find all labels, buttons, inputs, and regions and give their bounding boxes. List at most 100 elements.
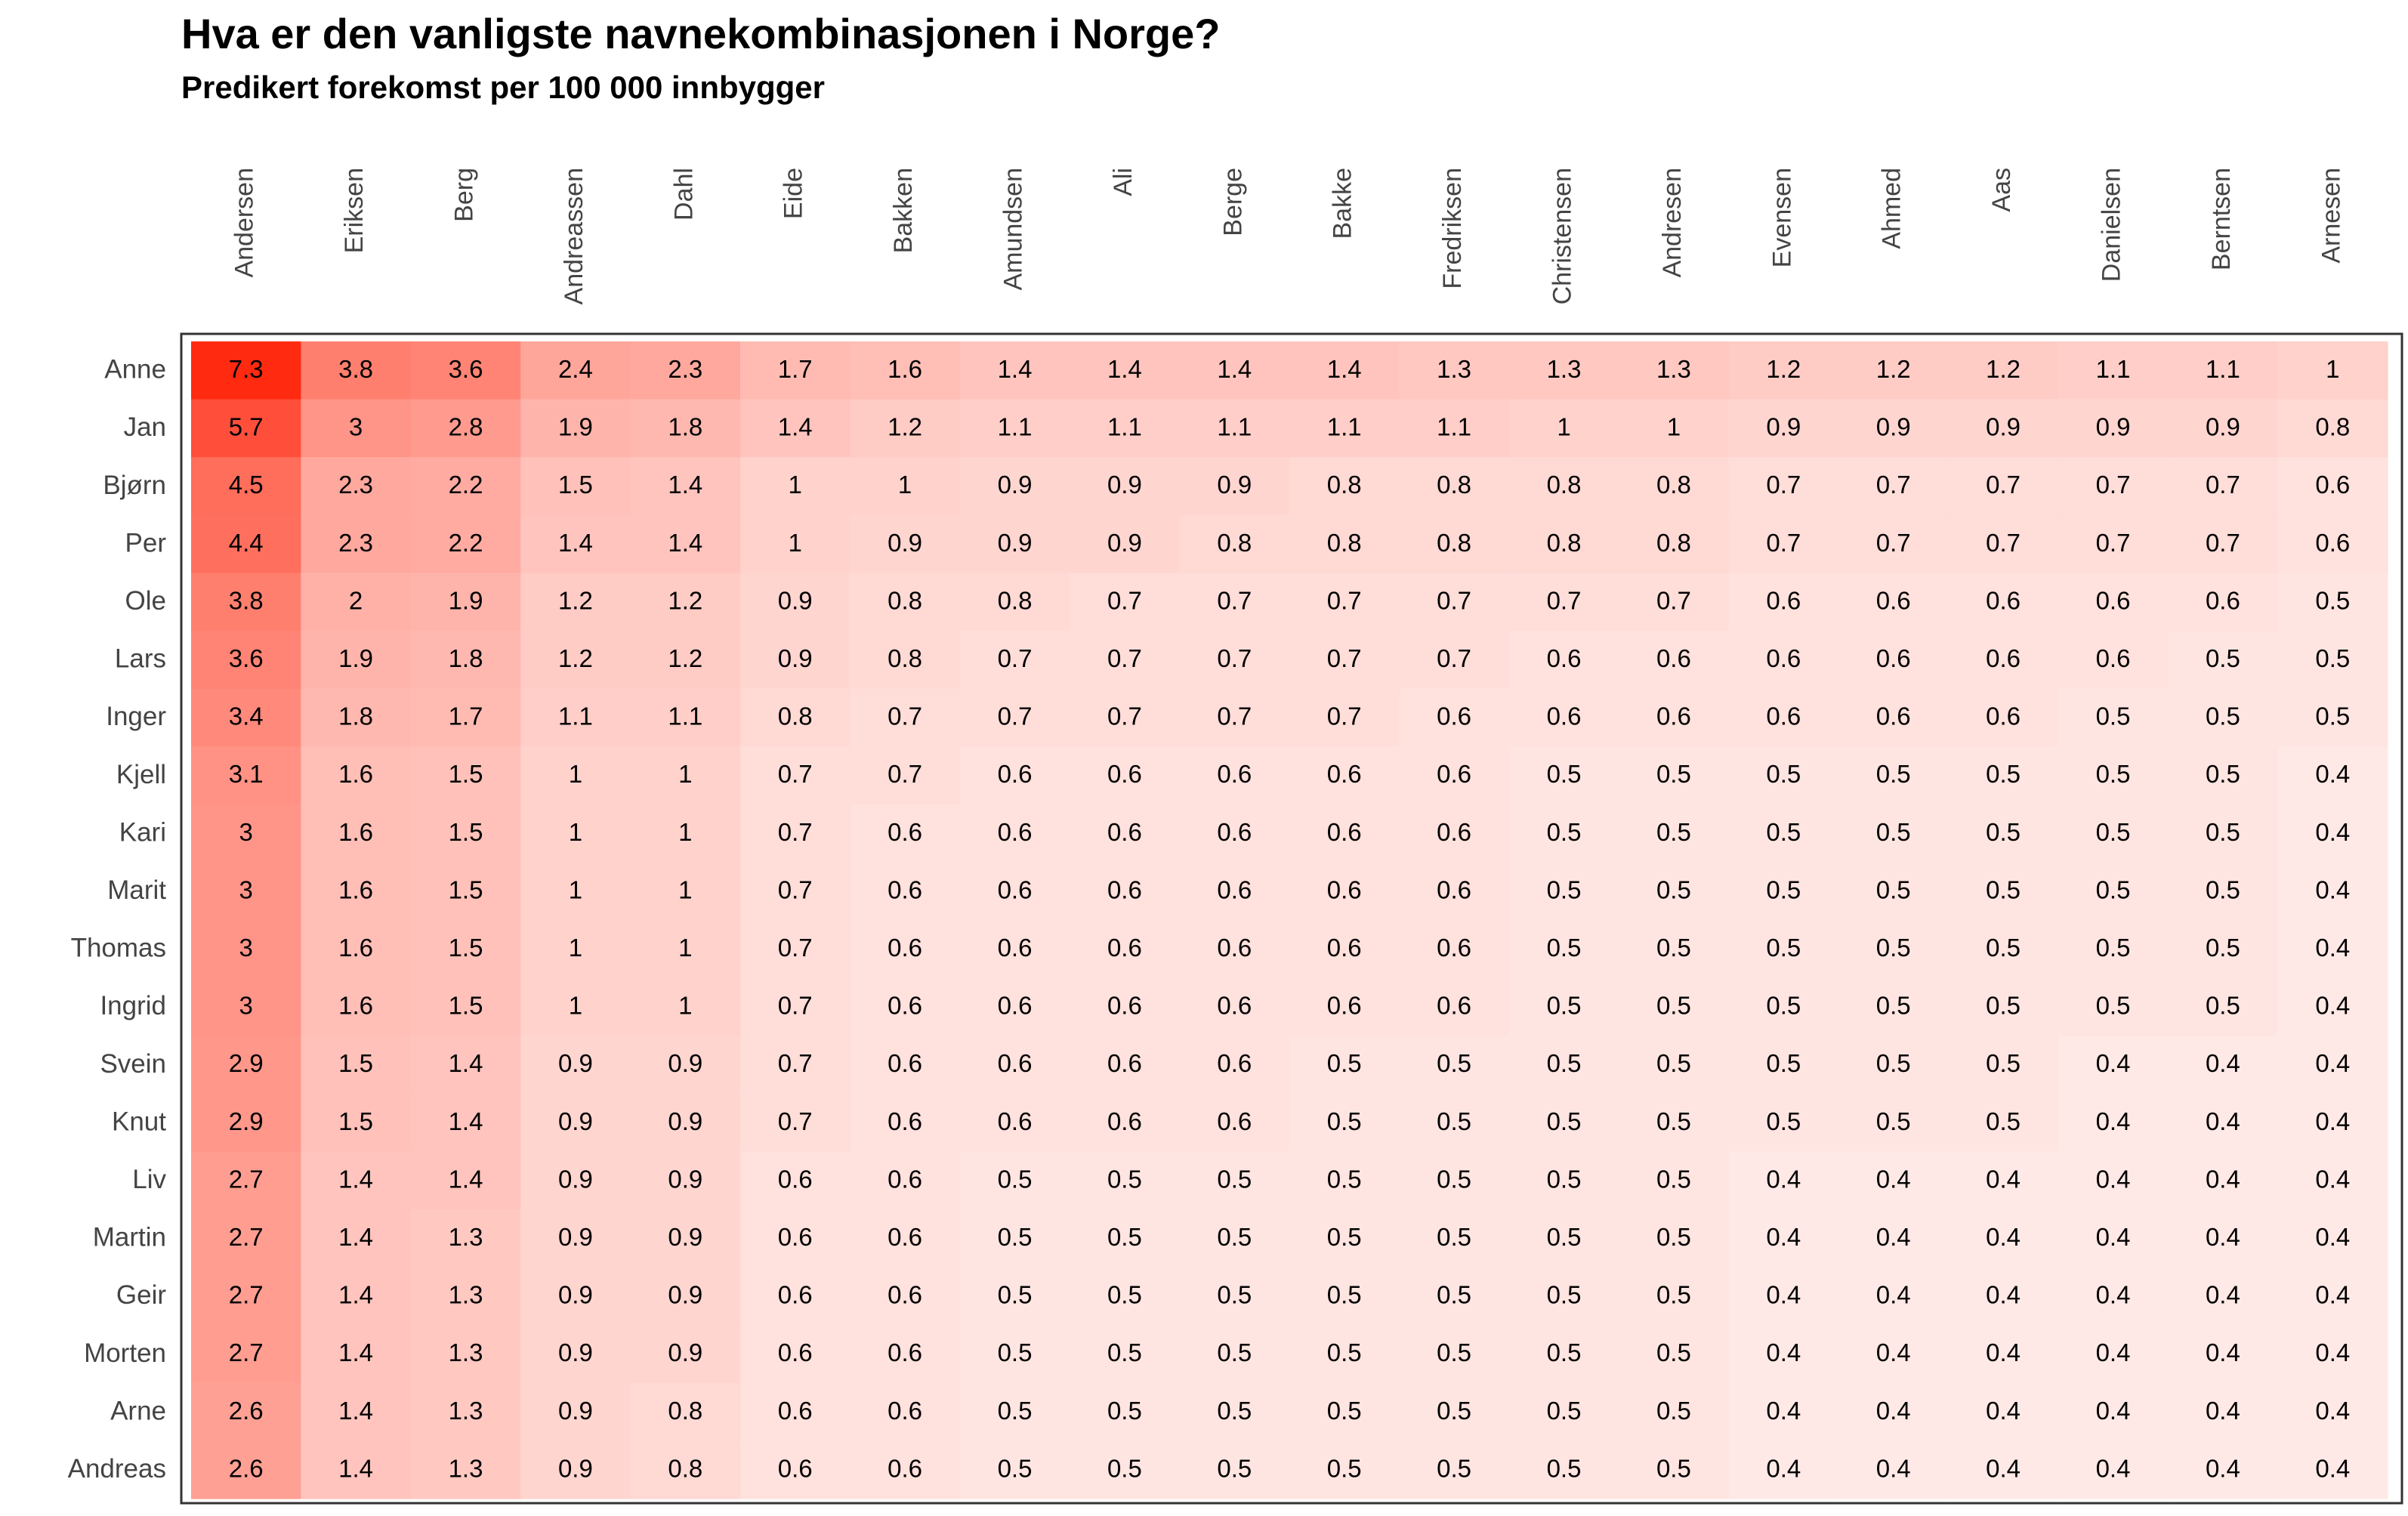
heatmap-cell: [191, 1267, 301, 1326]
heatmap-cell: [1289, 1036, 1400, 1095]
cell-value-label: 1: [569, 934, 582, 962]
cell-value-label: 0.4: [1986, 1397, 2021, 1425]
cell-value-label: 0.5: [1437, 1454, 1471, 1482]
heatmap-cell: [1070, 804, 1181, 863]
cell-value-label: 0.9: [998, 471, 1033, 499]
heatmap-cell: [1838, 746, 1949, 805]
cell-value-label: 1.4: [1327, 355, 1362, 383]
cell-value-label: 1: [569, 992, 582, 1020]
cell-value-label: 0.5: [1766, 1107, 1801, 1135]
column-label: Bakke: [1329, 168, 1357, 239]
heatmap-cell: [740, 862, 851, 921]
heatmap-cell: [1619, 1209, 1730, 1268]
heatmap-cell: [740, 631, 851, 690]
heatmap-cell: [301, 977, 412, 1036]
cell-value-label: 3.6: [229, 644, 264, 672]
heatmap-cell: [1948, 1267, 2059, 1326]
heatmap-cell: [520, 1036, 631, 1095]
cell-value-label: 1.6: [888, 355, 922, 383]
heatmap-cell: [1948, 977, 2059, 1036]
cell-value-label: 0.5: [2096, 934, 2131, 962]
heatmap-cell: [1070, 977, 1181, 1036]
cell-value-label: 0.5: [1656, 1223, 1691, 1251]
heatmap-cell: [1948, 804, 2059, 863]
heatmap-cell: [191, 862, 301, 921]
heatmap-cell: [2168, 341, 2279, 400]
cell-value-label: 2: [349, 586, 363, 614]
heatmap-cell: [2277, 514, 2388, 573]
cell-value-label: 0.4: [1876, 1223, 1911, 1251]
heatmap-cell: [2168, 746, 2279, 805]
cell-value-label: 0.9: [558, 1338, 593, 1366]
heatmap-cell: [1070, 631, 1181, 690]
cell-value-label: 0.5: [1107, 1397, 1142, 1425]
cell-value-label: 0.5: [1547, 760, 1582, 788]
cell-value-label: 0.5: [1547, 1223, 1582, 1251]
heatmap-cell: [1179, 1440, 1290, 1499]
heatmap-cell: [301, 804, 412, 863]
cell-value-label: 0.5: [1327, 1397, 1362, 1425]
cell-value-label: 1.6: [338, 818, 373, 846]
cell-value-label: 0.5: [998, 1165, 1033, 1193]
heatmap-cell: [1179, 977, 1290, 1036]
cell-value-label: 0.4: [2315, 818, 2350, 846]
heatmap-cell: [191, 1382, 301, 1441]
heatmap-cell: [2277, 1151, 2388, 1210]
heatmap-cell: [1838, 573, 1949, 631]
heatmap-cell: [630, 1151, 741, 1210]
heatmap-cell: [740, 1209, 851, 1268]
heatmap-cell: [301, 1440, 412, 1499]
heatmap-cell: [1838, 977, 1949, 1036]
cell-value-label: 0.8: [998, 586, 1033, 614]
cell-value-label: 1.2: [888, 413, 922, 441]
heatmap-cell: [2058, 573, 2169, 631]
heatmap-cell: [301, 688, 412, 747]
column-label: Arnesen: [2317, 168, 2345, 264]
heatmap-cell: [1179, 920, 1290, 979]
cell-value-label: 0.5: [1766, 760, 1801, 788]
heatmap-cell: [520, 1325, 631, 1384]
row-label: Knut: [112, 1107, 166, 1136]
heatmap-cell: [850, 1440, 961, 1499]
heatmap-cell: [1508, 1151, 1619, 1210]
cell-value-label: 0.7: [888, 702, 922, 730]
cell-value-label: 0.5: [1766, 1049, 1801, 1077]
heatmap-cell: [2168, 1151, 2279, 1210]
cell-value-label: 1.4: [668, 471, 702, 499]
heatmap-cell: [410, 457, 521, 516]
cell-value-label: 0.6: [888, 1281, 922, 1309]
cell-value-label: 0.5: [1217, 1397, 1252, 1425]
cell-value-label: 0.5: [2206, 702, 2240, 730]
cell-value-label: 0.5: [998, 1454, 1033, 1482]
cell-value-label: 0.7: [998, 644, 1033, 672]
cell-value-label: 0.6: [888, 1107, 922, 1135]
heatmap-cell: [1508, 862, 1619, 921]
cell-value-label: 5.7: [229, 413, 264, 441]
cell-value-label: 0.6: [888, 992, 922, 1020]
heatmap-cell: [1399, 862, 1510, 921]
cell-value-label: 0.5: [1766, 875, 1801, 903]
heatmap-cell: [2277, 1325, 2388, 1384]
cell-value-label: 0.6: [1107, 818, 1142, 846]
cell-value-label: 0.4: [2096, 1223, 2131, 1251]
cell-value-label: 1: [2326, 355, 2339, 383]
heatmap-cell: [740, 1440, 851, 1499]
heatmap-cell: [2168, 457, 2279, 516]
heatmap-cell: [850, 1036, 961, 1095]
cell-value-label: 0.5: [1327, 1223, 1362, 1251]
heatmap-cell: [1508, 920, 1619, 979]
heatmap-cell: [1948, 1036, 2059, 1095]
heatmap-cell: [191, 514, 301, 573]
cell-value-label: 0.6: [1876, 644, 1911, 672]
cell-value-label: 2.3: [338, 471, 373, 499]
heatmap-cell: [2058, 631, 2169, 690]
heatmap-cell: [1728, 688, 1839, 747]
heatmap-cell: [850, 977, 961, 1036]
heatmap-cell: [1179, 631, 1290, 690]
heatmap-cell: [1728, 1325, 1839, 1384]
heatmap-cell: [1619, 1036, 1730, 1095]
heatmap-cell: [1619, 399, 1730, 458]
heatmap-cell: [1619, 688, 1730, 747]
cell-value-label: 0.5: [1547, 934, 1582, 962]
heatmap-cell: [850, 804, 961, 863]
